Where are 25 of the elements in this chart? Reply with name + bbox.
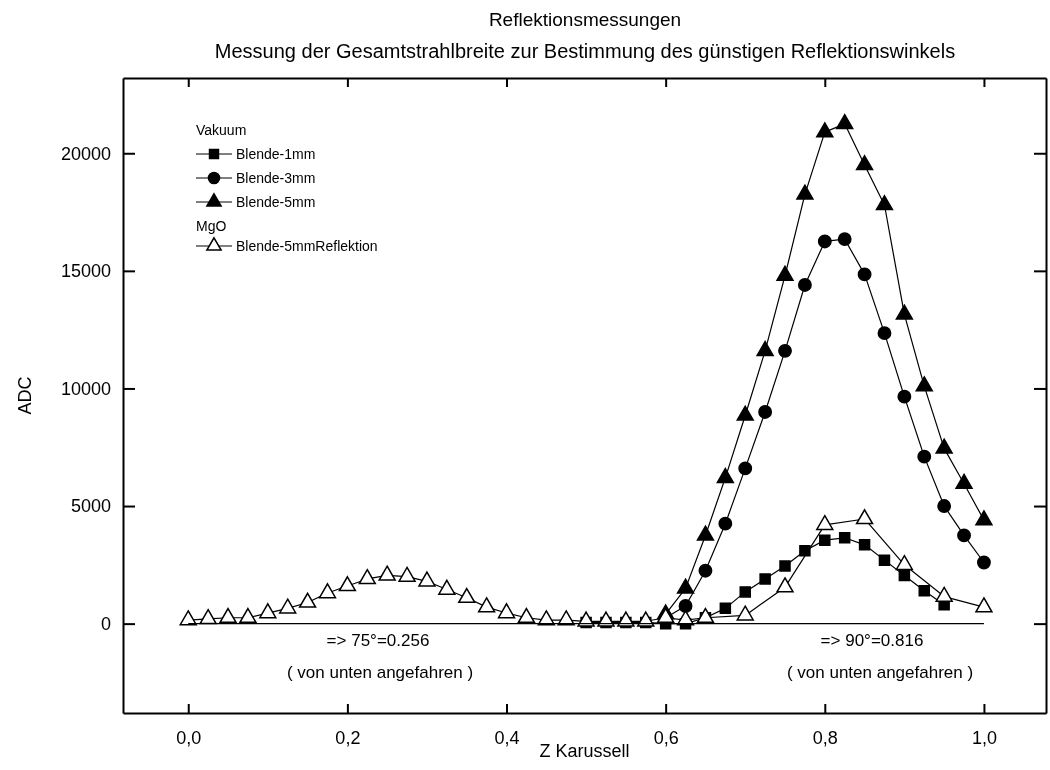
annotation: ( von unten angefahren )	[286, 663, 474, 682]
chart-title: Reflektionsmessungen	[488, 9, 682, 30]
x-tick-label: 0,2	[335, 727, 361, 748]
y-tick-label: 15000	[60, 261, 111, 282]
annotation: => 90°=0.816	[820, 631, 924, 650]
annotation: ( von unten angefahren )	[786, 663, 974, 682]
x-tick-label: 0,4	[494, 727, 520, 748]
y-tick-label: 0	[100, 613, 111, 634]
legend-label: Blende-5mmReflektion	[236, 238, 378, 254]
y-axis-title: ADC	[15, 376, 35, 415]
y-tick-label: 20000	[60, 143, 111, 164]
chart-subtitle: Messung der Gesamtstrahlbreite zur Bestimmung des günstigen Reflektionswinkels	[214, 40, 956, 62]
legend-label: Blende-1mm	[236, 146, 316, 162]
annotation: MgO	[196, 218, 227, 234]
x-tick-label: 0,8	[812, 727, 838, 748]
x-tick-label: 0,6	[653, 727, 679, 748]
x-tick-label: 0,0	[176, 727, 202, 748]
annotation: => 75°=0.256	[326, 631, 430, 650]
legend-title: Vakuum	[196, 122, 247, 138]
legend-label: Blende-3mm	[236, 170, 316, 186]
x-tick-label: 1,0	[971, 727, 997, 748]
legend-label: Blende-5mm	[236, 194, 316, 210]
y-tick-label: 10000	[60, 378, 111, 399]
x-axis-title: Z Karussell	[539, 741, 630, 761]
y-tick-label: 5000	[70, 496, 111, 517]
